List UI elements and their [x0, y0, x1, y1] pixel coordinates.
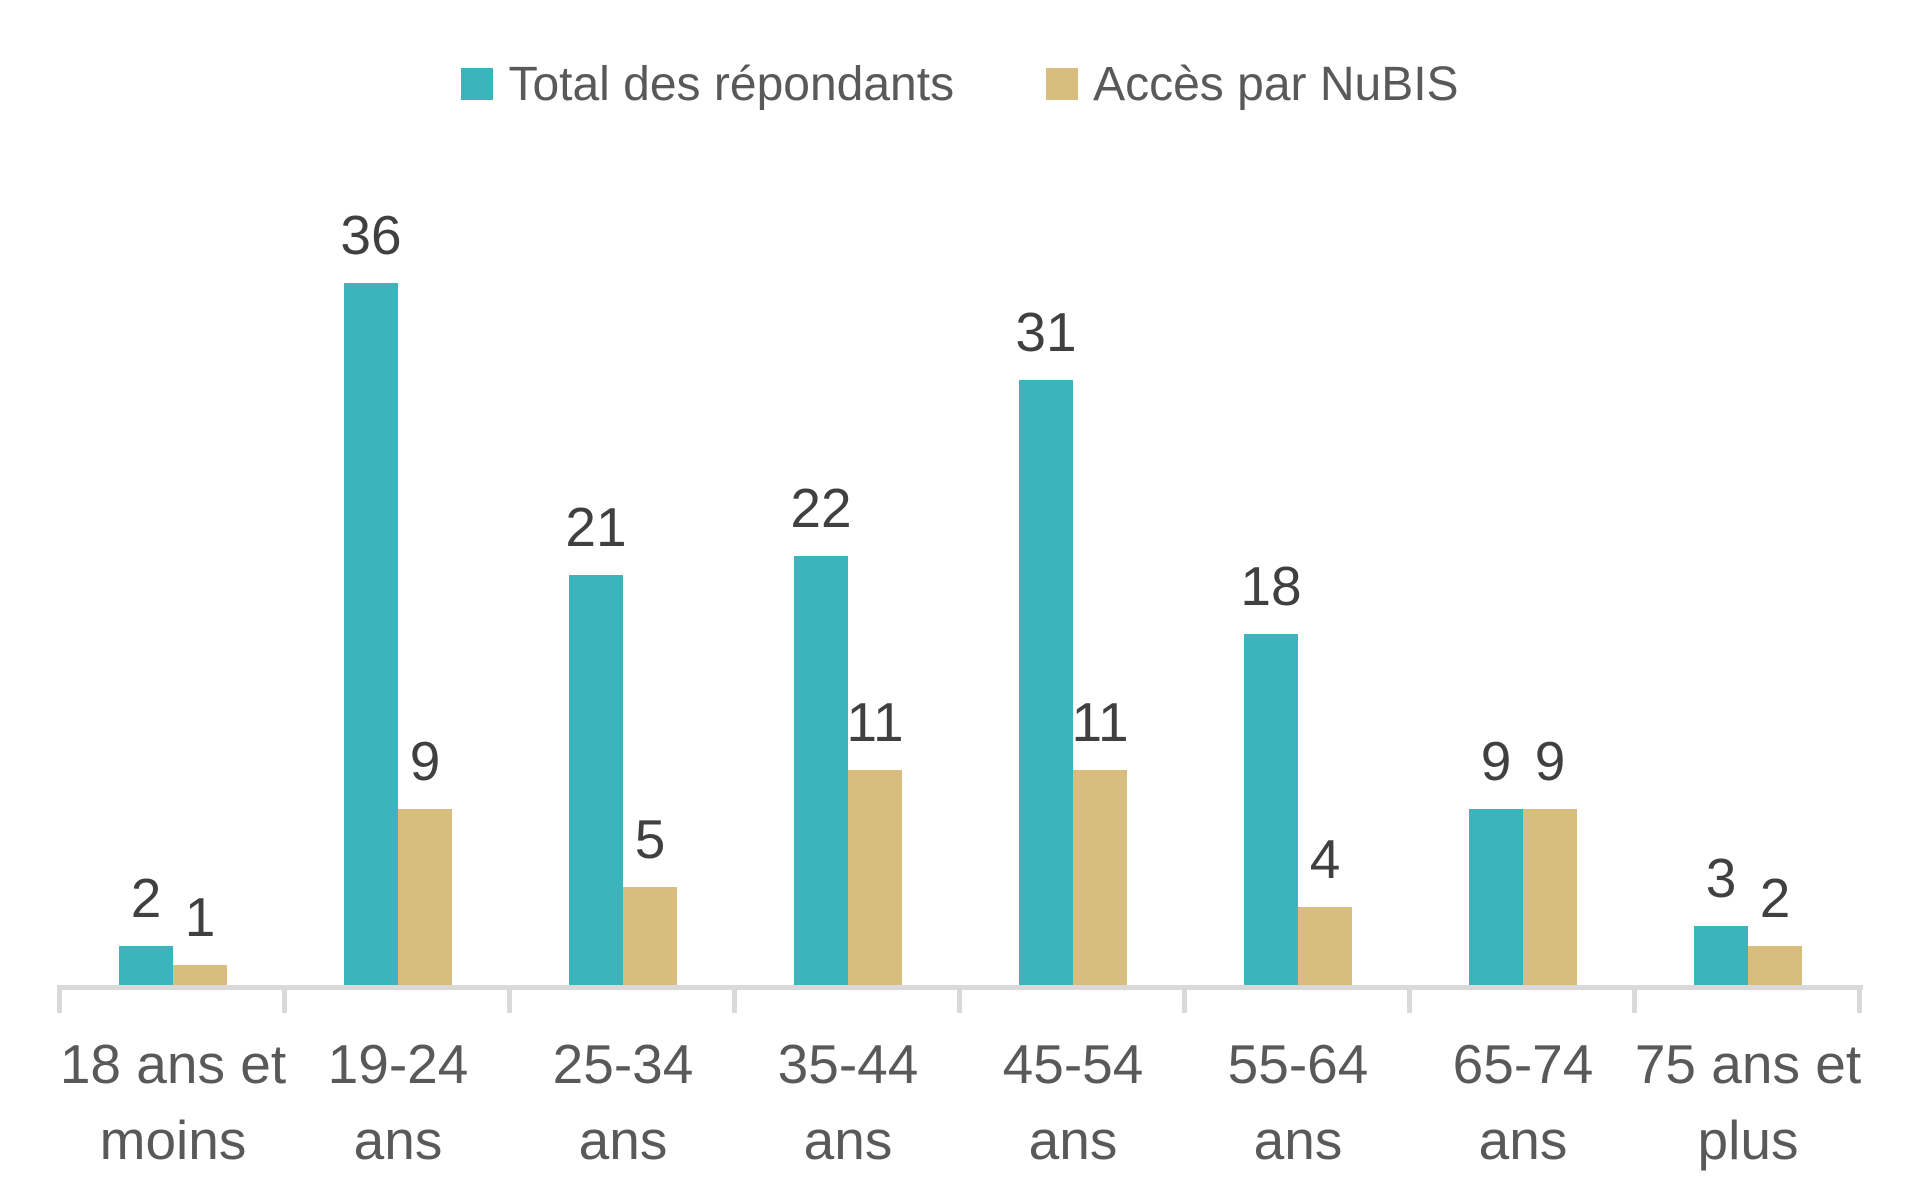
bar-value-label: 22	[790, 477, 852, 539]
x-axis-label: 55-64 ans	[1158, 1026, 1438, 1178]
bar-value-label: 2	[130, 867, 162, 929]
x-axis-label-line: ans	[1478, 1109, 1568, 1171]
bar-total	[1694, 926, 1748, 985]
x-axis-label-line: plus	[1697, 1109, 1799, 1171]
bar-value-label: 21	[565, 496, 627, 558]
legend: Total des répondants Accès par NuBIS	[0, 48, 1920, 120]
bar-value-label: 36	[340, 204, 402, 266]
bar-nubis	[1298, 907, 1352, 985]
x-axis-tick	[1632, 985, 1637, 1013]
x-axis-label: 35-44 ans	[708, 1026, 988, 1178]
bar-value-label: 5	[634, 808, 666, 870]
bar-nubis	[1523, 809, 1577, 985]
bar-value-label: 18	[1240, 555, 1302, 617]
legend-swatch-total-icon	[461, 68, 494, 100]
bar-nubis	[1748, 946, 1802, 985]
bar-value-label: 31	[1015, 301, 1077, 363]
x-axis-label-line: moins	[99, 1109, 247, 1171]
x-axis-tick	[957, 985, 962, 1013]
x-axis-label: 65-74 ans	[1383, 1026, 1663, 1178]
bar-total	[1469, 809, 1523, 985]
x-axis-tick	[1182, 985, 1187, 1013]
bar-nubis	[398, 809, 452, 985]
bar-nubis	[173, 965, 227, 985]
bar-nubis	[1073, 770, 1127, 985]
bar-total	[344, 283, 398, 985]
x-axis-tick	[507, 985, 512, 1013]
x-axis-label-line: ans	[803, 1109, 893, 1171]
x-axis-label-line: ans	[1028, 1109, 1118, 1171]
x-axis-tick	[1407, 985, 1412, 1013]
x-axis-label-line: ans	[1253, 1109, 1343, 1171]
x-axis-tick	[57, 985, 62, 1013]
bar-total	[569, 575, 623, 985]
legend-item-nubis: Accès par NuBIS	[1046, 57, 1459, 112]
x-axis-tick	[282, 985, 287, 1013]
x-axis-label-line: 75 ans et	[1634, 1033, 1862, 1095]
bar-total	[119, 946, 173, 985]
bar-value-label: 11	[1071, 691, 1129, 753]
bar-nubis	[848, 770, 902, 985]
x-axis-label: 19-24 ans	[258, 1026, 538, 1178]
legend-label-total: Total des répondants	[508, 57, 955, 111]
legend-item-total: Total des répondants	[461, 57, 954, 112]
x-axis-label-line: 18 ans et	[59, 1033, 287, 1095]
bar-value-label: 1	[184, 886, 216, 948]
bar-value-label: 9	[409, 730, 441, 792]
x-axis-label: 25-34 ans	[483, 1026, 763, 1178]
x-axis-label-line: 45-54	[1002, 1033, 1144, 1095]
x-axis-tick	[1857, 985, 1862, 1013]
bar-total	[1019, 380, 1073, 985]
bar-value-label: 9	[1480, 730, 1512, 792]
x-axis-label-line: 65-74	[1452, 1033, 1594, 1095]
bar-total	[794, 556, 848, 985]
x-axis-label-line: 19-24	[327, 1033, 469, 1095]
bar-value-label: 2	[1759, 867, 1791, 929]
bar-value-label: 4	[1309, 828, 1341, 890]
bar-total	[1244, 634, 1298, 985]
x-axis-tick	[732, 985, 737, 1013]
x-axis-label-line: ans	[578, 1109, 668, 1171]
x-axis-label: 45-54 ans	[933, 1026, 1213, 1178]
bar-value-label: 3	[1705, 847, 1737, 909]
bar-value-label: 9	[1534, 730, 1566, 792]
legend-label-nubis: Accès par NuBIS	[1093, 57, 1459, 111]
legend-swatch-nubis-icon	[1046, 68, 1079, 100]
bar-nubis	[623, 887, 677, 985]
x-axis-label-line: 25-34	[552, 1033, 694, 1095]
x-axis-label: 18 ans et moins	[33, 1026, 313, 1178]
x-axis-label-line: 35-44	[777, 1033, 919, 1095]
x-axis-label: 75 ans et plus	[1608, 1026, 1888, 1178]
bar-value-label: 11	[846, 691, 904, 753]
x-axis-label-line: ans	[353, 1109, 443, 1171]
x-axis-label-line: 55-64	[1227, 1033, 1369, 1095]
